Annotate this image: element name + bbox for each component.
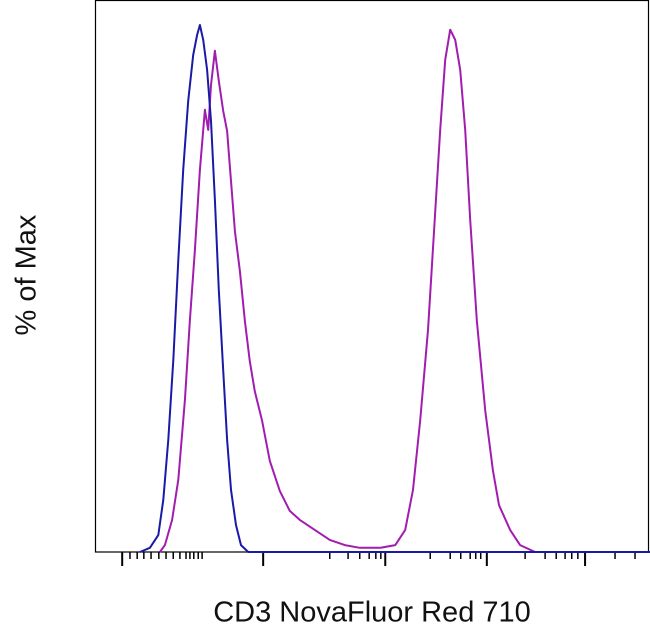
histogram-line xyxy=(139,24,650,553)
y-axis-label: % of Max xyxy=(11,214,43,335)
x-axis-label: CD3 NovaFluor Red 710 xyxy=(213,597,531,629)
histogram-line xyxy=(159,28,650,553)
